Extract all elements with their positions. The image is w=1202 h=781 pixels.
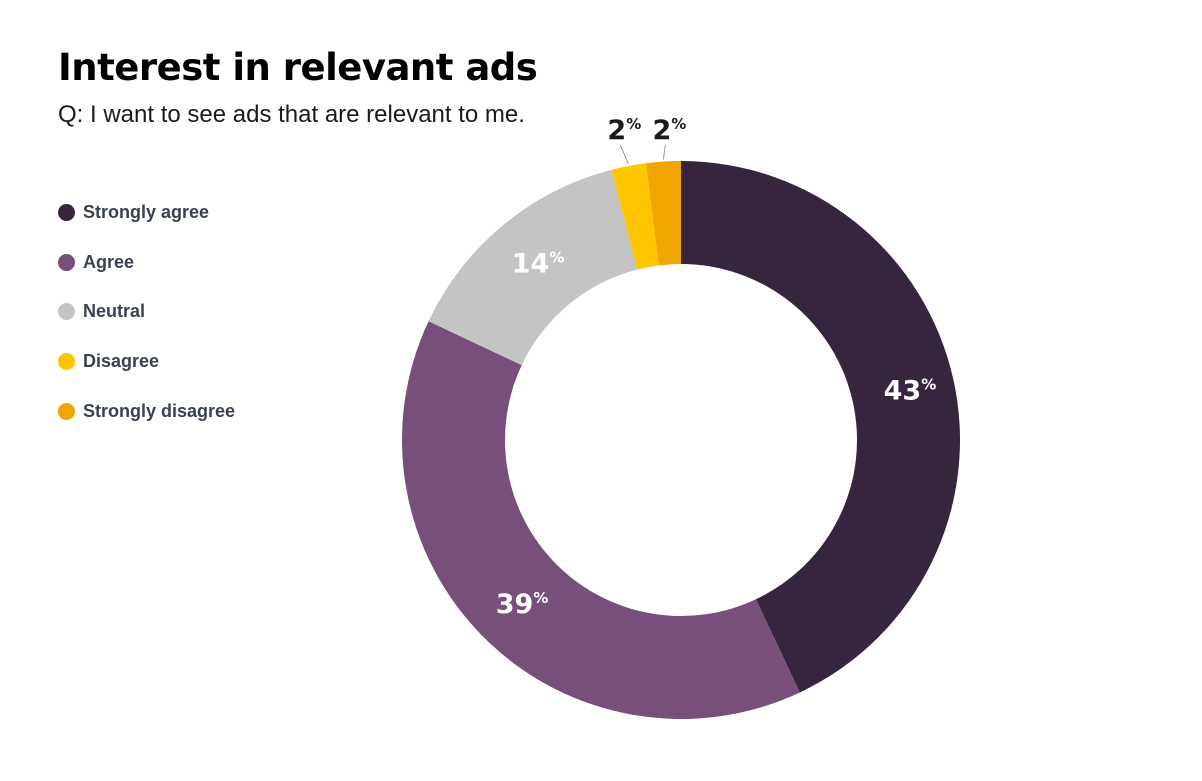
legend-swatch <box>58 253 75 271</box>
slice-labels: 43%39%14%2% 2% <box>496 115 937 620</box>
legend-item-agree: Agree <box>58 250 235 275</box>
legend-swatch <box>58 353 75 371</box>
slice-label-strongly-agree: 43% <box>884 376 937 407</box>
slice-label-value: 14 <box>512 248 550 279</box>
slice-label-value: 43 <box>884 376 922 407</box>
legend-label: Disagree <box>83 351 160 372</box>
legend-label: Neutral <box>83 301 146 322</box>
legend-swatch <box>58 303 75 321</box>
legend-label: Agree <box>83 251 135 272</box>
leader-lines <box>619 144 666 165</box>
slice-label-percent-sign: % <box>921 376 936 394</box>
slice-label-disagree: 2% <box>607 115 641 146</box>
slice-label-value: 39 <box>496 589 534 620</box>
slice-label-value: 2 <box>652 115 671 146</box>
slice-neutral <box>428 169 638 366</box>
chart-title: Interest in relevant ads <box>58 46 538 89</box>
slice-label-agree: 39% <box>496 589 549 620</box>
legend-item-strongly-agree: Strongly agree <box>58 200 235 225</box>
slice-agree <box>402 321 800 719</box>
slice-label-percent-sign: % <box>671 115 686 133</box>
legend-item-strongly-disagree: Strongly disagree <box>58 399 235 424</box>
slice-label-percent-sign: % <box>533 589 548 607</box>
chart-subtitle: Q: I want to see ads that are relevant t… <box>58 101 525 128</box>
leader-line-strongly-disagree <box>662 144 666 160</box>
legend-item-neutral: Neutral <box>58 299 235 324</box>
slice-strongly-agree <box>681 161 961 693</box>
legend-swatch <box>58 204 75 221</box>
slice-label-neutral: 14% <box>512 248 565 279</box>
slice-label-percent-sign: % <box>549 248 564 266</box>
slice-disagree <box>611 163 659 270</box>
legend-item-disagree: Disagree <box>58 349 235 374</box>
slice-label-strongly-disagree: 2% <box>652 115 686 146</box>
leader-line-disagree <box>619 144 629 165</box>
legend-swatch <box>58 402 75 420</box>
donut-slices <box>402 161 961 719</box>
slice-strongly-disagree <box>646 161 681 266</box>
legend: Strongly agree Agree Neutral Disagree Strong… <box>58 200 235 448</box>
legend-label: Strongly agree <box>83 202 210 222</box>
slice-label-value: 2 <box>607 115 626 146</box>
legend-label: Strongly disagree <box>83 400 236 421</box>
slice-label-percent-sign: % <box>626 115 641 133</box>
